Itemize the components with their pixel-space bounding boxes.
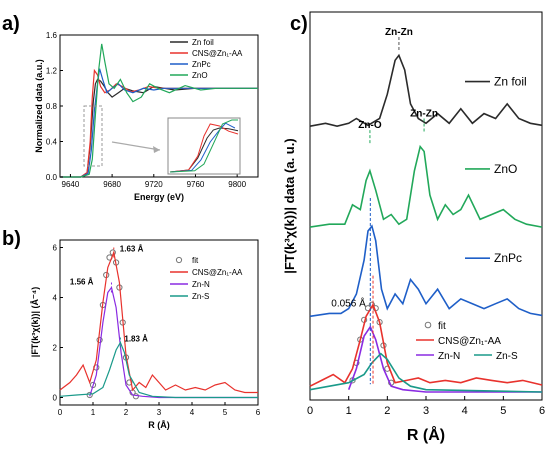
panel-c-legend-label: CNS@Zn₁-AA [438, 336, 501, 347]
panel-a-xtick-label: 9760 [187, 180, 205, 189]
panel-c-legend-label: Zn-N [438, 351, 460, 362]
panel-b-frame [59, 239, 259, 406]
panel-c-xtick-label: 1 [346, 405, 352, 417]
panel-b-legend-label: CNS@Zn₁-AA [192, 268, 243, 277]
panel-a-xtick-label: 9800 [228, 180, 246, 189]
panel-c-shift-label: 0.056 Å [331, 297, 366, 310]
panel-b-xtick-label: 2 [124, 408, 129, 417]
panel-a-ytick-label: 1.6 [46, 31, 58, 40]
panel-a-series-zn-foil [60, 78, 258, 178]
panel-b-fit-point [86, 391, 93, 399]
zoom-arrowhead [153, 146, 160, 153]
inset-box [167, 117, 241, 175]
panel-a-chart: 9640 9680 9720 9760 9800 0.0 0.4 0.8 1.2 1.6 Ene… [34, 31, 259, 202]
panel-c-legend: fit CNS@Zn₁-AA Zn-N Zn-S [416, 321, 518, 362]
panel-c-xtick-label: 3 [423, 405, 429, 417]
panel-b-xtick-label: 0 [58, 408, 63, 417]
panel-b-series-zn-s [59, 341, 258, 399]
panel-c-xtick-label: 4 [462, 405, 468, 417]
panel-a-ylabel: Normalized data (a.u.) [34, 59, 44, 153]
panel-b-ytick-label: 0 [53, 394, 58, 403]
panel-a-ytick-label: 1.2 [46, 67, 58, 76]
panel-a-xtick-label: 9640 [62, 180, 80, 189]
panel-c-series-zn-s [309, 352, 543, 393]
panel-c-frame [309, 11, 543, 401]
panel-b-xtick-label: 4 [190, 408, 195, 417]
panel-c-chart: 0 1 2 3 4 5 6 Zn foil ZnO ZnPc Zn-Zn Zn-O Zn-Zn 0.05… [282, 11, 545, 444]
panel-c-series-zn-foil [309, 53, 543, 128]
panel-b-legend-label: Zn-S [192, 292, 209, 301]
panel-b-legend-label: fit [192, 256, 199, 265]
panel-c-series-znpc [309, 224, 543, 318]
panel-b-xtick-label: 6 [256, 408, 261, 417]
panel-b-ytick-label: 4 [53, 294, 58, 303]
panel-a-xtick-label: 9680 [103, 180, 121, 189]
panel-b-ytick-label: 2 [53, 344, 58, 353]
panel-c-xtick-label: 6 [539, 405, 545, 417]
panel-a-xtick-label: 9720 [145, 180, 163, 189]
inset-series-zno [169, 119, 238, 173]
panel-a-series-zno [60, 43, 258, 178]
panel-c-legend-label: fit [438, 321, 446, 332]
panel-a-legend: Zn foil CNS@Zn₁-AA ZnPc ZnO [170, 38, 243, 80]
panel-a-xlabel: Energy (eV) [134, 192, 184, 202]
panel-c-peak-label: Zn-Zn [410, 109, 438, 120]
panel-c-curve-label-zn_foil: Zn foil [494, 75, 527, 89]
panel-b-series-zn-n [89, 286, 258, 399]
panel-b-legend-swatch [175, 256, 183, 264]
zoom-arrow [111, 141, 161, 151]
panel-a-legend-label: Zn foil [192, 38, 214, 47]
panel-c-xtick-label: 2 [384, 405, 390, 417]
panel-b-xtick-label: 1 [91, 408, 96, 417]
panel-b-fit-point [126, 379, 133, 386]
panel-b-annotation-label: 1.63 Å [120, 245, 144, 254]
panel-c-xlabel: R (Å) [407, 425, 445, 444]
panel-b-ylabel: |FT(k³χ(k))| (Å⁻⁴) [30, 287, 40, 357]
panel-b-legend-label: Zn-N [192, 280, 210, 289]
panel-b-annotation-label: 1.56 Å [70, 278, 94, 287]
panel-label-a: a) [2, 13, 20, 35]
panel-a-series-znpc [60, 68, 258, 178]
panel-c-legend-swatch [424, 321, 432, 329]
panel-b-fit-point [96, 336, 103, 344]
panel-c-peak-label: Zn-O [358, 120, 382, 131]
panel-b-annotation-label: 1.83 Å [124, 335, 148, 344]
panel-label-b: b) [2, 228, 21, 250]
panel-b-xtick-label: 5 [223, 408, 228, 417]
panel-a-ytick-label: 0.4 [46, 138, 58, 147]
panel-c-series-zno [309, 144, 543, 228]
panel-c-legend-label: Zn-S [496, 351, 518, 362]
panel-c-curve-label-znpc: ZnPc [494, 251, 522, 265]
panel-b-xlabel: R (Å) [148, 420, 170, 430]
panel-c-xtick-label: 5 [500, 405, 506, 417]
panel-a-ytick-label: 0.8 [46, 102, 58, 111]
panel-c-ylabel: |FT(k³χ(k))| data (a. u.) [282, 138, 297, 273]
panel-c-xtick-label: 0 [307, 405, 313, 417]
panel-a-ytick-label: 0.0 [46, 173, 58, 182]
panel-b-chart: 0 1 2 3 4 5 6 0 2 4 6 1.63 Å 1.56 Å 1.83 Å R (Å) |F… [30, 239, 261, 430]
panel-b-ytick-label: 6 [53, 244, 58, 253]
panel-c-peak-label: Zn-Zn [385, 27, 413, 38]
panel-a-legend-label: ZnO [192, 71, 208, 80]
panel-label-c: c) [290, 13, 308, 35]
inset-series-cns-zn-aa [169, 123, 239, 173]
panel-b-legend: fit CNS@Zn₁-AA Zn-N Zn-S [170, 256, 243, 301]
panel-c-series-cns-zn-aa [309, 302, 543, 387]
panel-b-xtick-label: 3 [157, 408, 162, 417]
panel-a-legend-label: CNS@Zn₁-AA [192, 49, 243, 58]
panel-a-legend-label: ZnPc [192, 60, 211, 69]
panel-c-curve-label-zno: ZnO [494, 162, 517, 176]
panel-b-series-cns-zn-aa [59, 250, 258, 394]
zoom-region-box [83, 105, 103, 167]
